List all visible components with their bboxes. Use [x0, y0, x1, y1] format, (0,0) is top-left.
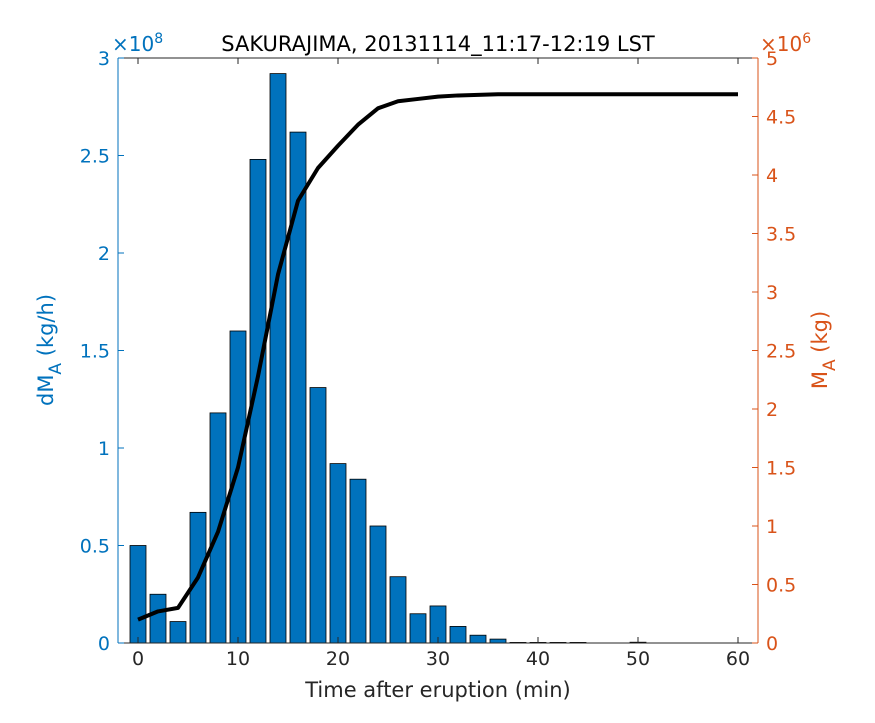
right-axis-exponent: ×106	[760, 31, 811, 56]
right-y-axis-label: MA (kg)	[808, 311, 840, 389]
bar	[409, 613, 427, 644]
left-y-tick-label: 1	[98, 438, 110, 460]
left-axis-exponent-base: ×10	[112, 32, 154, 56]
left-y-label-unit: (kg/h)	[34, 294, 58, 363]
bar	[149, 593, 167, 644]
left-y-tick-label: 2.5	[80, 146, 110, 168]
bar	[309, 387, 327, 644]
left-y-tick-label: 2	[98, 243, 110, 265]
right-y-tick-label: 2	[766, 399, 778, 421]
bar	[389, 576, 407, 644]
right-y-tick-label: 3.5	[766, 224, 796, 246]
left-axis-exponent: ×108	[112, 31, 163, 56]
bar	[129, 545, 147, 644]
bars-group	[129, 73, 647, 644]
right-y-tick-label: 4	[766, 165, 778, 187]
right-y-label-subscript: A	[820, 359, 840, 371]
left-axis-exponent-power: 8	[154, 31, 163, 47]
x-axis-label: Time after eruption (min)	[304, 678, 571, 702]
left-y-tick-label: 3	[98, 48, 110, 70]
left-y-tick-label: 0	[98, 633, 110, 655]
cumulative-mass-line	[137, 92, 738, 622]
left-y-label-subscript: A	[46, 363, 66, 375]
bar	[349, 478, 367, 644]
x-tick-label: 0	[132, 648, 144, 670]
chart-title: SAKURAJIMA, 20131114_11:17-12:19 LST	[221, 32, 655, 57]
x-tick-label: 20	[326, 648, 350, 670]
bar	[169, 621, 187, 644]
left-y-axis-label: dMA (kg/h)	[34, 294, 66, 406]
right-y-label-unit: (kg)	[808, 311, 832, 360]
left-y-tick-label: 1.5	[80, 341, 110, 363]
right-y-label-main: M	[808, 371, 832, 389]
left-y-tick-label: 0.5	[80, 536, 110, 558]
right-y-tick-label: 1	[766, 516, 778, 538]
x-tick-label: 40	[526, 648, 550, 670]
x-tick-label: 50	[626, 648, 650, 670]
x-tick-label: 10	[226, 648, 250, 670]
bar	[369, 525, 387, 644]
bar	[269, 73, 287, 644]
right-axis-exponent-base: ×10	[760, 32, 802, 56]
right-y-tick-label: 0.5	[766, 575, 796, 597]
right-axis-exponent-power: 6	[802, 31, 811, 47]
right-y-tick-label: 1.5	[766, 458, 796, 480]
x-tick-label: 30	[426, 648, 450, 670]
bar	[329, 463, 347, 644]
bar	[449, 626, 467, 644]
left-y-label-main: dM	[34, 375, 58, 406]
right-y-tick-label: 5	[766, 48, 778, 70]
bar	[489, 638, 507, 644]
axes-group: 0 10 20 30 40 50 6000.511.522.5300.511.522.533…	[80, 48, 796, 670]
x-tick-label: 60	[726, 648, 750, 670]
right-y-tick-label: 4.5	[766, 107, 796, 129]
bar	[289, 131, 307, 644]
bar	[469, 634, 487, 644]
right-y-tick-label: 0	[766, 633, 778, 655]
right-y-tick-label: 2.5	[766, 341, 796, 363]
right-y-tick-label: 3	[766, 282, 778, 304]
